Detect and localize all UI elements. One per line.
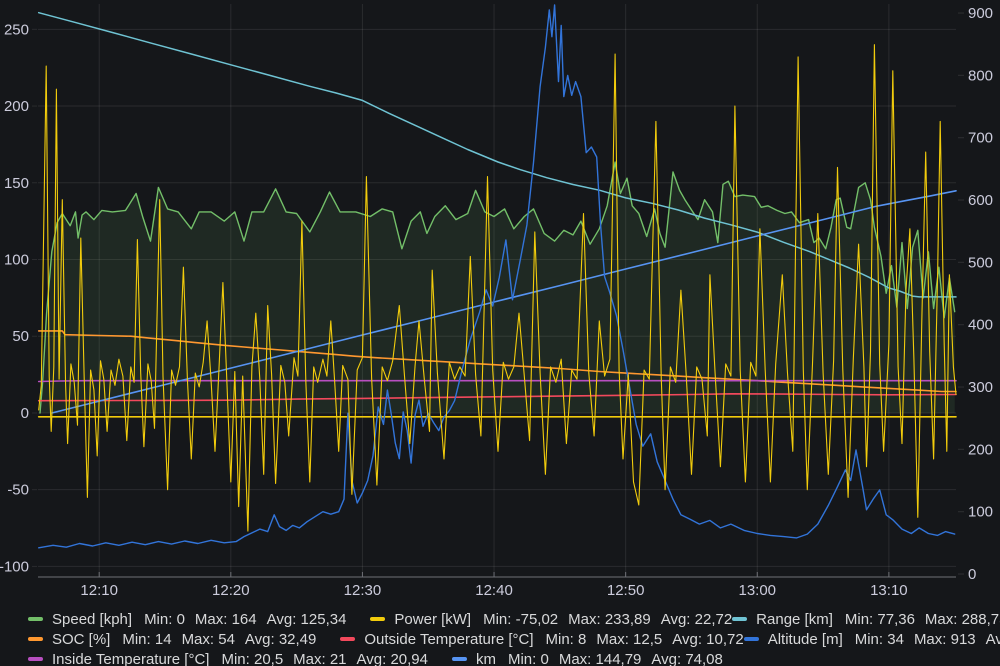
power-series-line (38, 44, 957, 532)
legend-item-inside-temperature[interactable]: Inside Temperature [°C] Min: 20,5 Max: 21 A… (28, 651, 428, 666)
left-axis-tick-label: 150 (4, 175, 29, 192)
legend-stat-avg: Avg: 196 (985, 630, 1000, 648)
chart-legend: Speed [kph] Min: 0 Max: 164 Avg: 125,34 Powe… (0, 603, 1000, 666)
legend-stat-max: Max: 144,79 (558, 650, 642, 666)
range-legend-swatch-icon (732, 617, 748, 621)
x-axis-tick-label: 13:00 (738, 582, 776, 599)
legend-item-power[interactable]: Power [kW] Min: -75,02 Max: 233,89 Avg: 22,… (370, 611, 732, 628)
altitude-series-line (38, 4, 956, 549)
legend-stat-avg: Avg: 20,94 (356, 650, 428, 666)
legend-item-soc[interactable]: SOC [%] Min: 14 Max: 54 Avg: 32,49 (28, 631, 316, 648)
legend-stat-min: Min: 77,36 (844, 610, 915, 628)
legend-stat-max: Max: 54 (181, 630, 235, 648)
legend-stat-max: Max: 21 (293, 650, 347, 666)
legend-series-label[interactable]: Range [km] (756, 610, 833, 628)
right-axis-tick-label: 500 (968, 254, 993, 271)
legend-row: Inside Temperature [°C] Min: 20,5 Max: 21 A… (28, 649, 995, 666)
outside-temperature-legend-swatch-icon (340, 637, 356, 641)
legend-stat-min: Min: 8 (545, 630, 587, 648)
inside-temperature-series-line (37, 379, 957, 383)
right-axis-tick-label: 800 (968, 67, 993, 84)
left-axis-tick-label: 200 (4, 98, 29, 115)
outside-temperature-series-line (37, 393, 957, 402)
left-axis-tick-label: 50 (12, 328, 29, 345)
legend-stat-avg: Avg: 32,49 (244, 630, 317, 648)
legend-series-label[interactable]: SOC [%] (52, 630, 111, 648)
speed-legend-swatch-icon (28, 617, 43, 621)
legend-stat-max: Max: 913 (913, 630, 976, 648)
speed-series-line (39, 161, 956, 414)
km-legend-swatch-icon (451, 657, 467, 661)
legend-stat-min: Min: 0 (144, 610, 185, 628)
right-axis-tick-label: 600 (968, 192, 993, 209)
legend-stat-min: Min: 20,5 (221, 650, 284, 666)
x-axis-tick-label: 12:50 (607, 582, 645, 599)
left-axis-tick-label: 0 (21, 405, 29, 422)
legend-item-altitude[interactable]: Altitude [m] Min: 34 Max: 913 Avg: 196 (743, 630, 1000, 648)
right-axis-tick-label: 200 (968, 441, 993, 458)
x-axis-tick-label: 12:20 (212, 582, 250, 599)
legend-stat-avg: Avg: 22,72 (660, 610, 733, 628)
legend-stat-avg: Avg: 125,34 (266, 610, 347, 628)
legend-stat-max: Max: 288,75 (924, 610, 1000, 628)
km-series-line (51, 190, 957, 414)
legend-item-km[interactable]: km Min: 0 Max: 144,79 Avg: 74,08 (451, 650, 723, 666)
range-series-line (37, 11, 957, 298)
legend-series-label[interactable]: Speed [kph] (52, 610, 133, 628)
legend-series-label[interactable]: Inside Temperature [°C] (52, 650, 210, 666)
legend-series-label[interactable]: km (475, 650, 496, 666)
right-axis-tick-label: 900 (968, 5, 993, 22)
right-axis-tick-label: 400 (968, 317, 993, 334)
right-axis-tick-label: 0 (968, 566, 976, 583)
right-axis-tick-label: 700 (968, 130, 993, 147)
legend-stat-avg: Avg: 74,08 (651, 650, 723, 666)
altitude-legend-swatch-icon (743, 637, 759, 641)
power-legend-swatch-icon (370, 617, 386, 621)
legend-stat-max: Max: 233,89 (568, 610, 651, 628)
left-axis-tick-label: -100 (0, 558, 29, 575)
timeseries-chart[interactable]: -100 -50 0 50 100 150 200 250 0 100 200 300 400 500 60… (0, 0, 1000, 603)
legend-stat-min: Min: -75,02 (483, 610, 559, 628)
legend-stat-min: Min: 0 (507, 650, 549, 666)
legend-stat-max: Max: 12,5 (596, 630, 663, 648)
soc-legend-swatch-icon (28, 637, 43, 641)
legend-row: Speed [kph] Min: 0 Max: 164 Avg: 125,34 Powe… (28, 609, 1000, 629)
right-axis-tick-label: 100 (968, 504, 993, 521)
right-axis-tick-label: 300 (968, 379, 993, 396)
x-axis-tick-label: 12:10 (80, 582, 118, 599)
x-axis-tick-label: 12:30 (344, 582, 382, 599)
legend-series-label[interactable]: Outside Temperature [°C] (364, 630, 534, 648)
left-axis-tick-label: 250 (4, 21, 29, 38)
legend-stat-min: Min: 34 (854, 630, 904, 648)
legend-series-label[interactable]: Power [kW] (394, 610, 472, 628)
legend-item-speed[interactable]: Speed [kph] Min: 0 Max: 164 Avg: 125,34 (28, 611, 346, 628)
legend-item-outside-temperature[interactable]: Outside Temperature [°C] Min: 8 Max: 12,5 A… (340, 630, 744, 648)
legend-row: SOC [%] Min: 14 Max: 54 Avg: 32,49 Outside T… (28, 629, 1000, 649)
legend-series-label[interactable]: Altitude [m] (767, 630, 843, 648)
x-axis-tick-label: 13:10 (870, 582, 908, 599)
legend-stat-max: Max: 164 (194, 610, 257, 628)
x-axis-tick-label: 12:40 (475, 582, 513, 599)
legend-stat-avg: Avg: 10,72 (672, 630, 744, 648)
inside-temperature-legend-swatch-icon (28, 657, 43, 661)
legend-stat-min: Min: 14 (122, 630, 172, 648)
left-axis-tick-label: 100 (4, 252, 29, 269)
left-axis-tick-label: -50 (7, 482, 29, 499)
